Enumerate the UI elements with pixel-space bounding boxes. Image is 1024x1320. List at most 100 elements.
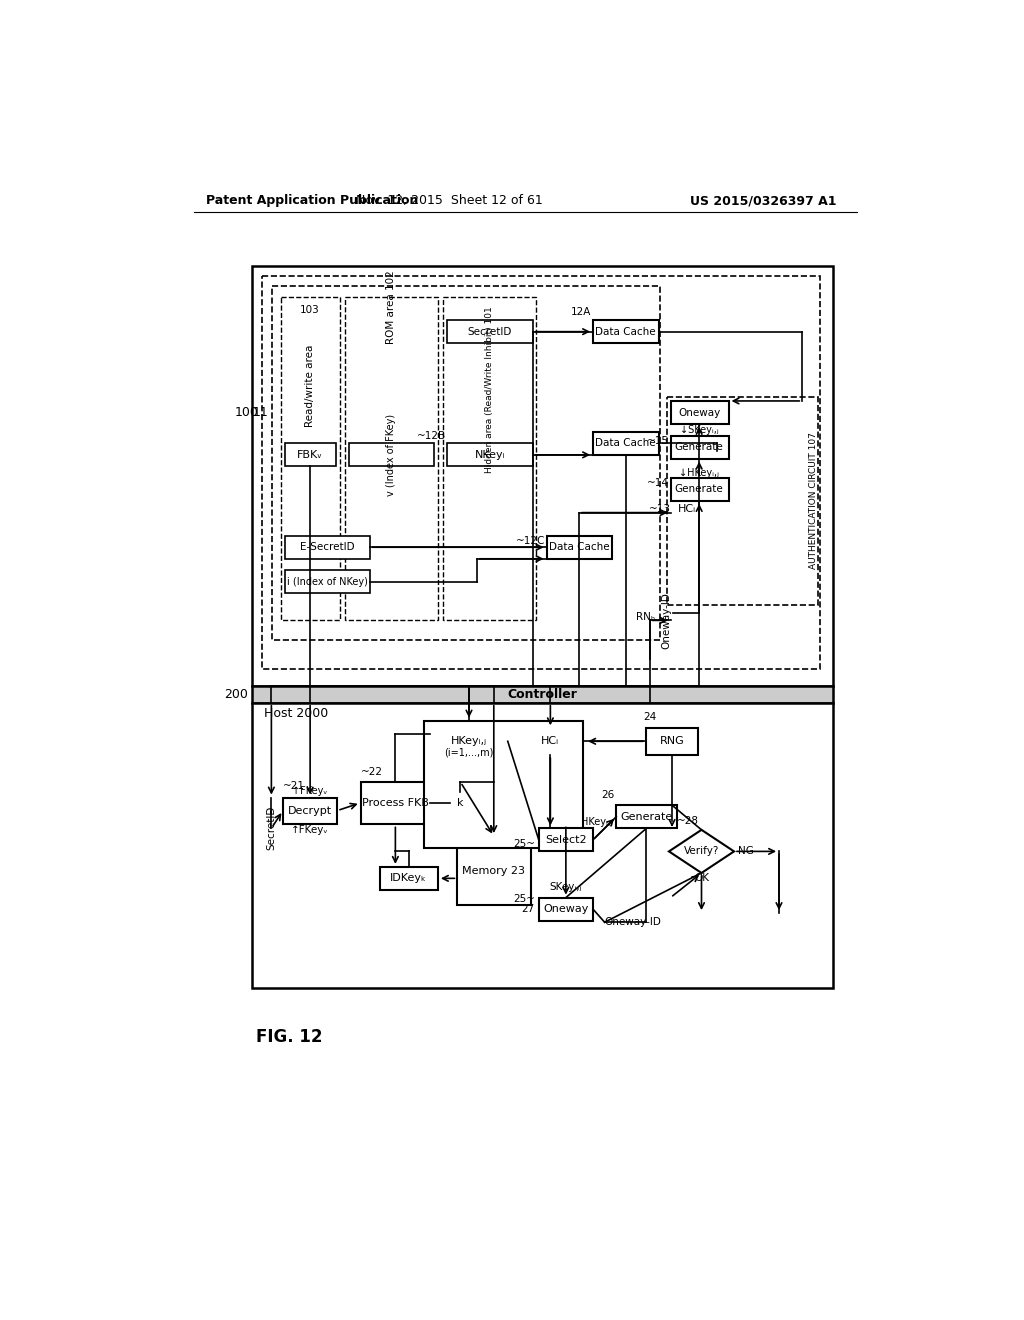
Text: Oneway: Oneway <box>678 408 720 417</box>
Text: Data Cache: Data Cache <box>595 438 655 449</box>
Text: 100: 100 <box>234 407 258 418</box>
Text: Generate: Generate <box>621 812 673 822</box>
Bar <box>447 444 532 466</box>
Text: HKeyᵢ,ⱼ: HKeyᵢ,ⱼ <box>451 737 487 746</box>
Text: Generate: Generate <box>675 484 724 495</box>
Text: NKeyᵢ: NKeyᵢ <box>474 450 505 459</box>
Bar <box>616 805 677 829</box>
Text: Host 2000: Host 2000 <box>263 706 328 719</box>
Bar <box>272 286 659 640</box>
Text: Data Cache: Data Cache <box>595 326 655 337</box>
Text: 12A: 12A <box>571 308 592 317</box>
Text: Patent Application Publication: Patent Application Publication <box>206 194 418 207</box>
Bar <box>345 297 438 620</box>
Text: ~21: ~21 <box>283 781 305 792</box>
Text: OK: OK <box>694 874 709 883</box>
Text: 11: 11 <box>253 407 268 418</box>
Text: SKeyᵢ,ⱼ: SKeyᵢ,ⱼ <box>550 882 582 892</box>
Bar <box>447 321 532 343</box>
Text: ~12C: ~12C <box>515 536 545 545</box>
Text: 25~: 25~ <box>513 838 535 849</box>
Bar <box>380 867 438 890</box>
Bar <box>539 829 593 851</box>
Text: Controller: Controller <box>508 688 578 701</box>
Bar <box>286 444 336 466</box>
Text: 26: 26 <box>601 789 614 800</box>
Text: Oneway: Oneway <box>543 904 589 915</box>
Text: v (Index of FKey): v (Index of FKey) <box>386 413 396 496</box>
Bar <box>593 321 658 343</box>
Text: RNG: RNG <box>659 737 684 746</box>
Text: ~15: ~15 <box>647 436 669 446</box>
Text: ~28: ~28 <box>677 816 698 826</box>
Bar <box>252 686 834 702</box>
Text: 200: 200 <box>224 688 248 701</box>
Text: E-SecretID: E-SecretID <box>300 543 354 552</box>
Bar <box>458 836 531 906</box>
Text: Data Cache: Data Cache <box>549 543 609 552</box>
Text: RNₕ: RNₕ <box>636 611 655 622</box>
Bar <box>443 297 537 620</box>
Text: SecretID: SecretID <box>468 326 512 337</box>
Bar <box>671 478 729 502</box>
Bar <box>262 276 820 669</box>
Text: ↑FKeyᵥ: ↑FKeyᵥ <box>291 825 329 834</box>
Bar <box>424 721 583 847</box>
Text: US 2015/0326397 A1: US 2015/0326397 A1 <box>690 194 837 207</box>
Text: 24: 24 <box>643 711 656 722</box>
Polygon shape <box>669 830 734 873</box>
Text: NG: NG <box>738 846 754 857</box>
Text: k: k <box>458 797 464 808</box>
Text: ~13: ~13 <box>648 504 671 513</box>
Bar <box>593 432 658 455</box>
Text: 27: 27 <box>521 904 535 915</box>
Text: ↓SKeyᵢ,ⱼ: ↓SKeyᵢ,ⱼ <box>680 425 719 436</box>
Text: 25~: 25~ <box>513 894 535 904</box>
Text: ↑FKeyᵥ: ↑FKeyᵥ <box>293 785 328 796</box>
Text: Oneway-ID: Oneway-ID <box>662 591 672 649</box>
Text: SecretID: SecretID <box>266 807 276 850</box>
Text: Decrypt: Decrypt <box>288 805 332 816</box>
Text: (i=1,...,m): (i=1,...,m) <box>444 748 494 758</box>
Text: Verify?: Verify? <box>684 846 719 857</box>
Bar <box>450 792 471 813</box>
Text: 103: 103 <box>300 305 319 314</box>
Text: HCᵢ: HCᵢ <box>678 504 696 513</box>
Bar <box>252 702 834 987</box>
Text: ↓HKeyᵢ,ⱼ: ↓HKeyᵢ,ⱼ <box>679 467 719 478</box>
Text: FIG. 12: FIG. 12 <box>256 1028 323 1047</box>
Text: Hidden area (Read/Write Inhibit) 101: Hidden area (Read/Write Inhibit) 101 <box>485 306 495 473</box>
Bar <box>430 729 508 763</box>
Bar <box>285 536 370 558</box>
Bar <box>671 401 729 424</box>
Bar <box>547 536 612 558</box>
Text: IDKeyₖ: IDKeyₖ <box>390 874 427 883</box>
Text: Oneway-ID: Oneway-ID <box>604 917 662 927</box>
Bar <box>360 781 430 825</box>
Bar <box>671 436 729 459</box>
Text: Read/write area: Read/write area <box>305 345 315 426</box>
Bar <box>283 797 337 825</box>
Text: ~14: ~14 <box>647 478 669 488</box>
Text: ROM area 102: ROM area 102 <box>386 271 396 345</box>
Text: Generate: Generate <box>675 442 724 453</box>
Text: ~22: ~22 <box>360 767 383 776</box>
Bar <box>282 297 340 620</box>
Text: ~12B: ~12B <box>417 430 445 441</box>
Bar <box>285 570 370 594</box>
Text: AUTHENTICATION CIRCUIT 107: AUTHENTICATION CIRCUIT 107 <box>809 433 818 569</box>
Text: Nov. 12, 2015  Sheet 12 of 61: Nov. 12, 2015 Sheet 12 of 61 <box>356 194 543 207</box>
Bar <box>646 729 698 755</box>
Text: Memory 23: Memory 23 <box>462 866 525 875</box>
Bar <box>539 898 593 921</box>
Bar <box>667 397 818 605</box>
Text: Select2: Select2 <box>545 834 587 845</box>
Text: HKeyᵢ,ⱼ: HKeyᵢ,ⱼ <box>581 817 612 828</box>
Bar <box>252 267 834 686</box>
Text: i (Index of NKey): i (Index of NKey) <box>287 577 368 587</box>
Bar <box>349 444 434 466</box>
Text: Process FKB: Process FKB <box>361 797 429 808</box>
Text: HCᵢ: HCᵢ <box>542 737 559 746</box>
Text: FBKᵥ: FBKᵥ <box>297 450 323 459</box>
Bar <box>527 729 573 755</box>
